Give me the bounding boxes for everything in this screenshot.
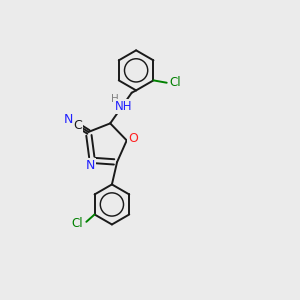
Text: NH: NH <box>115 100 132 113</box>
Text: Cl: Cl <box>169 76 181 89</box>
Text: N: N <box>64 113 73 126</box>
Text: H: H <box>112 94 119 104</box>
Text: O: O <box>128 133 138 146</box>
Text: N: N <box>86 159 95 172</box>
Text: Cl: Cl <box>72 217 83 230</box>
Text: C: C <box>74 119 82 132</box>
